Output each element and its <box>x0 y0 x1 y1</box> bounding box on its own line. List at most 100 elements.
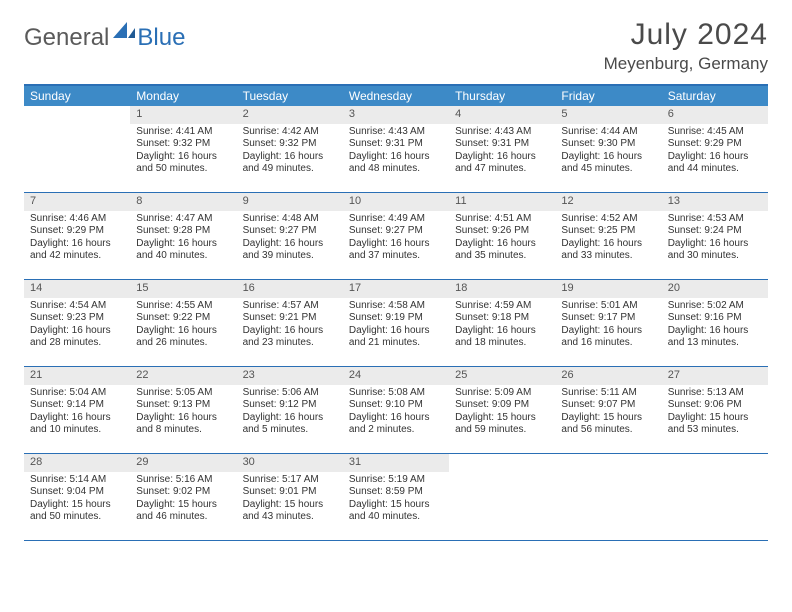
daylight-text: Daylight: 16 hours and 30 minutes. <box>668 238 762 263</box>
day-body: Sunrise: 4:42 AMSunset: 9:32 PMDaylight:… <box>237 124 343 180</box>
sunrise-text: Sunrise: 5:14 AM <box>30 474 124 487</box>
day-number: 14 <box>24 280 130 298</box>
sunset-text: Sunset: 9:04 PM <box>30 486 124 499</box>
day-number: 10 <box>343 193 449 211</box>
sunset-text: Sunset: 9:12 PM <box>243 399 337 412</box>
daylight-text: Daylight: 16 hours and 45 minutes. <box>561 151 655 176</box>
sunrise-text: Sunrise: 4:54 AM <box>30 300 124 313</box>
day-number: 1 <box>130 106 236 124</box>
day-body: Sunrise: 4:51 AMSunset: 9:26 PMDaylight:… <box>449 211 555 267</box>
day-body: Sunrise: 5:06 AMSunset: 9:12 PMDaylight:… <box>237 385 343 441</box>
day-cell: 20Sunrise: 5:02 AMSunset: 9:16 PMDayligh… <box>662 280 768 366</box>
sunrise-text: Sunrise: 4:53 AM <box>668 213 762 226</box>
sunset-text: Sunset: 9:27 PM <box>349 225 443 238</box>
day-number: 6 <box>662 106 768 124</box>
day-body: Sunrise: 5:05 AMSunset: 9:13 PMDaylight:… <box>130 385 236 441</box>
sunrise-text: Sunrise: 5:11 AM <box>561 387 655 400</box>
day-cell: 31Sunrise: 5:19 AMSunset: 8:59 PMDayligh… <box>343 454 449 540</box>
week-row: 28 Sunrise: 5:14 AMSunset: 9:04 PMDayligh… <box>24 454 768 541</box>
day-number: 28 <box>24 454 130 472</box>
sunset-text: Sunset: 9:10 PM <box>349 399 443 412</box>
calendar-grid: SundayMondayTuesdayWednesdayThursdayFrid… <box>24 84 768 541</box>
sunrise-text: Sunrise: 4:48 AM <box>243 213 337 226</box>
sunrise-text: Sunrise: 5:13 AM <box>668 387 762 400</box>
daylight-text: Daylight: 16 hours and 5 minutes. <box>243 412 337 437</box>
day-cell: 14Sunrise: 4:54 AMSunset: 9:23 PMDayligh… <box>24 280 130 366</box>
day-body: Sunrise: 5:13 AMSunset: 9:06 PMDaylight:… <box>662 385 768 441</box>
sunset-text: Sunset: 9:06 PM <box>668 399 762 412</box>
sunset-text: Sunset: 9:25 PM <box>561 225 655 238</box>
daylight-text: Daylight: 16 hours and 50 minutes. <box>136 151 230 176</box>
day-cell <box>555 454 661 540</box>
sunset-text: Sunset: 9:29 PM <box>30 225 124 238</box>
day-cell <box>662 454 768 540</box>
day-body: Sunrise: 4:52 AMSunset: 9:25 PMDaylight:… <box>555 211 661 267</box>
day-cell: 10Sunrise: 4:49 AMSunset: 9:27 PMDayligh… <box>343 193 449 279</box>
day-body: Sunrise: 4:59 AMSunset: 9:18 PMDaylight:… <box>449 298 555 354</box>
sunrise-text: Sunrise: 4:55 AM <box>136 300 230 313</box>
sunset-text: Sunset: 9:32 PM <box>243 138 337 151</box>
dow-cell: Monday <box>130 86 236 106</box>
daylight-text: Daylight: 16 hours and 42 minutes. <box>30 238 124 263</box>
day-number: 17 <box>343 280 449 298</box>
daylight-text: Daylight: 16 hours and 37 minutes. <box>349 238 443 263</box>
daylight-text: Daylight: 16 hours and 23 minutes. <box>243 325 337 350</box>
dow-cell: Tuesday <box>237 86 343 106</box>
day-body: Sunrise: 4:47 AMSunset: 9:28 PMDaylight:… <box>130 211 236 267</box>
day-cell: 22Sunrise: 5:05 AMSunset: 9:13 PMDayligh… <box>130 367 236 453</box>
day-cell: 26Sunrise: 5:11 AMSunset: 9:07 PMDayligh… <box>555 367 661 453</box>
daylight-text: Daylight: 15 hours and 50 minutes. <box>30 499 124 524</box>
day-cell: 7Sunrise: 4:46 AMSunset: 9:29 PMDaylight… <box>24 193 130 279</box>
day-body: Sunrise: 4:53 AMSunset: 9:24 PMDaylight:… <box>662 211 768 267</box>
day-number: 20 <box>662 280 768 298</box>
sunset-text: Sunset: 9:32 PM <box>136 138 230 151</box>
day-body: Sunrise: 4:41 AMSunset: 9:32 PMDaylight:… <box>130 124 236 180</box>
daylight-text: Daylight: 16 hours and 21 minutes. <box>349 325 443 350</box>
dow-cell: Wednesday <box>343 86 449 106</box>
sunrise-text: Sunrise: 4:58 AM <box>349 300 443 313</box>
day-number: 3 <box>343 106 449 124</box>
day-cell: 15Sunrise: 4:55 AMSunset: 9:22 PMDayligh… <box>130 280 236 366</box>
sunset-text: Sunset: 9:13 PM <box>136 399 230 412</box>
daylight-text: Daylight: 16 hours and 2 minutes. <box>349 412 443 437</box>
title-block: July 2024 Meyenburg, Germany <box>604 18 768 74</box>
dow-cell: Thursday <box>449 86 555 106</box>
sunset-text: Sunset: 8:59 PM <box>349 486 443 499</box>
day-number: 7 <box>24 193 130 211</box>
location-label: Meyenburg, Germany <box>604 54 768 74</box>
day-number: 30 <box>237 454 343 472</box>
day-cell: 21Sunrise: 5:04 AMSunset: 9:14 PMDayligh… <box>24 367 130 453</box>
day-body: Sunrise: 5:17 AMSunset: 9:01 PMDaylight:… <box>237 472 343 528</box>
daylight-text: Daylight: 16 hours and 35 minutes. <box>455 238 549 263</box>
sunset-text: Sunset: 9:14 PM <box>30 399 124 412</box>
day-number: 18 <box>449 280 555 298</box>
day-body: Sunrise: 4:46 AMSunset: 9:29 PMDaylight:… <box>24 211 130 267</box>
day-cell: 24Sunrise: 5:08 AMSunset: 9:10 PMDayligh… <box>343 367 449 453</box>
daylight-text: Daylight: 16 hours and 8 minutes. <box>136 412 230 437</box>
sunrise-text: Sunrise: 4:44 AM <box>561 126 655 139</box>
day-body: Sunrise: 4:58 AMSunset: 9:19 PMDaylight:… <box>343 298 449 354</box>
day-body: Sunrise: 4:45 AMSunset: 9:29 PMDaylight:… <box>662 124 768 180</box>
daylight-text: Daylight: 16 hours and 47 minutes. <box>455 151 549 176</box>
day-cell: 27Sunrise: 5:13 AMSunset: 9:06 PMDayligh… <box>662 367 768 453</box>
day-number: 9 <box>237 193 343 211</box>
sunrise-text: Sunrise: 4:41 AM <box>136 126 230 139</box>
sunset-text: Sunset: 9:09 PM <box>455 399 549 412</box>
daylight-text: Daylight: 15 hours and 56 minutes. <box>561 412 655 437</box>
day-cell: 4Sunrise: 4:43 AMSunset: 9:31 PMDaylight… <box>449 106 555 192</box>
sunset-text: Sunset: 9:19 PM <box>349 312 443 325</box>
day-cell: 11Sunrise: 4:51 AMSunset: 9:26 PMDayligh… <box>449 193 555 279</box>
day-number: 24 <box>343 367 449 385</box>
sunset-text: Sunset: 9:30 PM <box>561 138 655 151</box>
sunrise-text: Sunrise: 4:42 AM <box>243 126 337 139</box>
sunset-text: Sunset: 9:01 PM <box>243 486 337 499</box>
day-cell <box>24 106 130 192</box>
daylight-text: Daylight: 16 hours and 49 minutes. <box>243 151 337 176</box>
day-number: 29 <box>130 454 236 472</box>
day-body: Sunrise: 4:49 AMSunset: 9:27 PMDaylight:… <box>343 211 449 267</box>
dow-cell: Sunday <box>24 86 130 106</box>
day-number: 15 <box>130 280 236 298</box>
week-row: 7Sunrise: 4:46 AMSunset: 9:29 PMDaylight… <box>24 193 768 280</box>
sunset-text: Sunset: 9:17 PM <box>561 312 655 325</box>
week-row: 14Sunrise: 4:54 AMSunset: 9:23 PMDayligh… <box>24 280 768 367</box>
